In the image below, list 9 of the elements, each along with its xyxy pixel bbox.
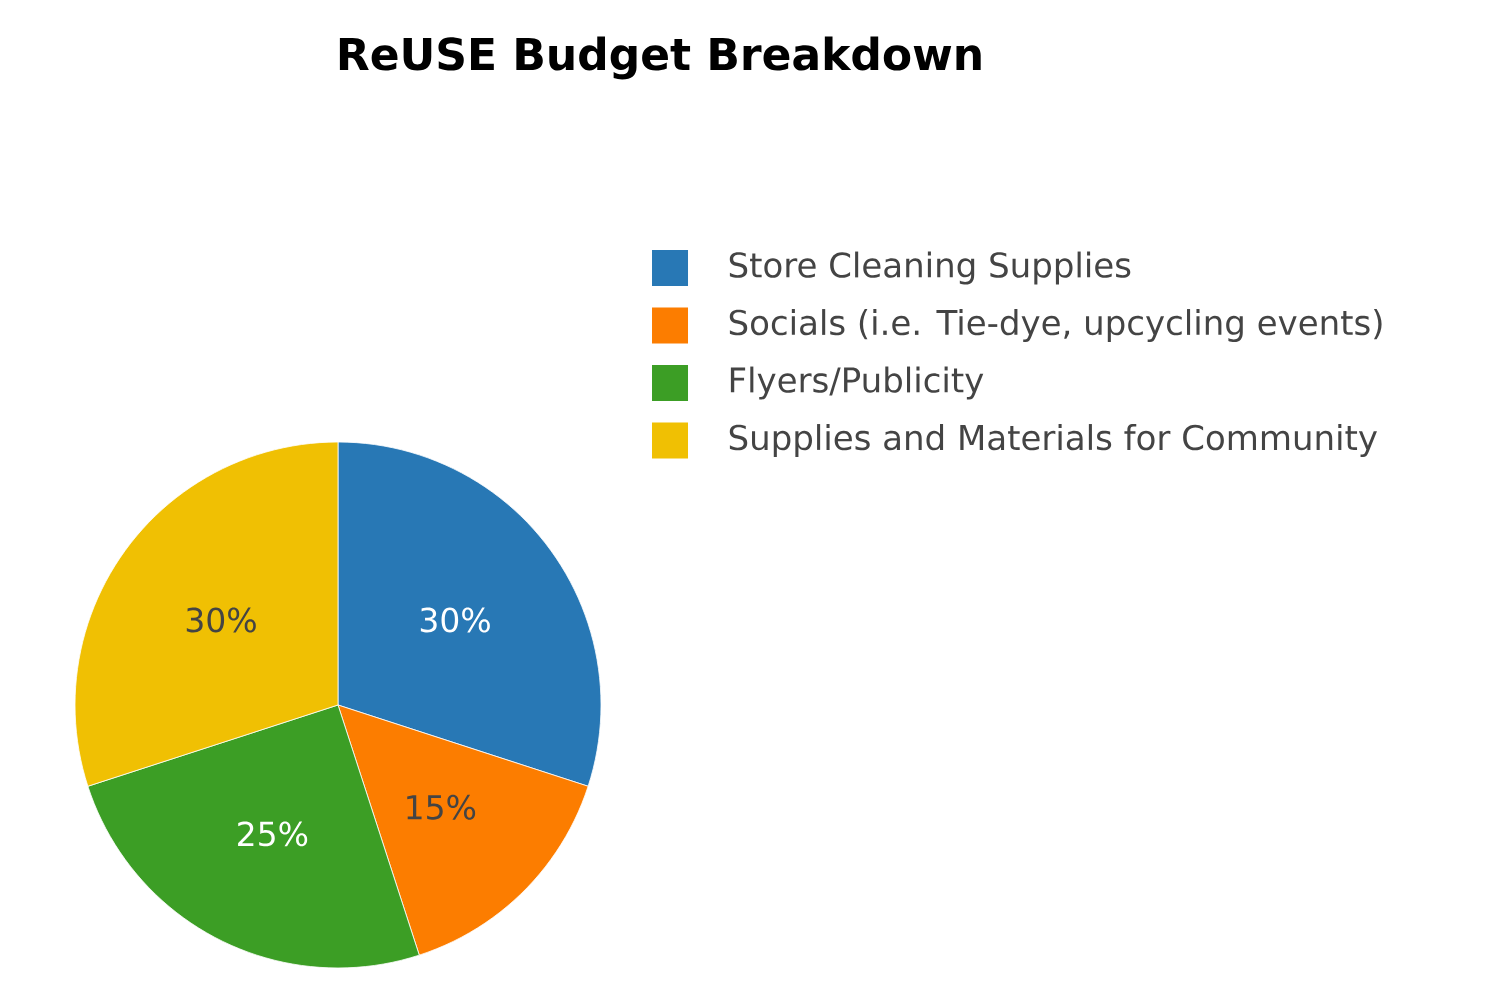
data-label: 15% [407,794,476,820]
legend-label: Flyers/Publicity [730,366,984,400]
chart-title: ReUSE Budget Breakdown [339,36,981,80]
data-label: 30% [186,607,256,633]
data-label: 25% [238,821,308,847]
data-label: 30% [420,607,490,633]
legend-label: Store Cleaning Supplies [729,251,1131,285]
legend-label: Socials (i.e. Tie-dye, upcycling events) [729,309,1382,342]
legend-label: Supplies and Materials for Community [729,424,1377,457]
